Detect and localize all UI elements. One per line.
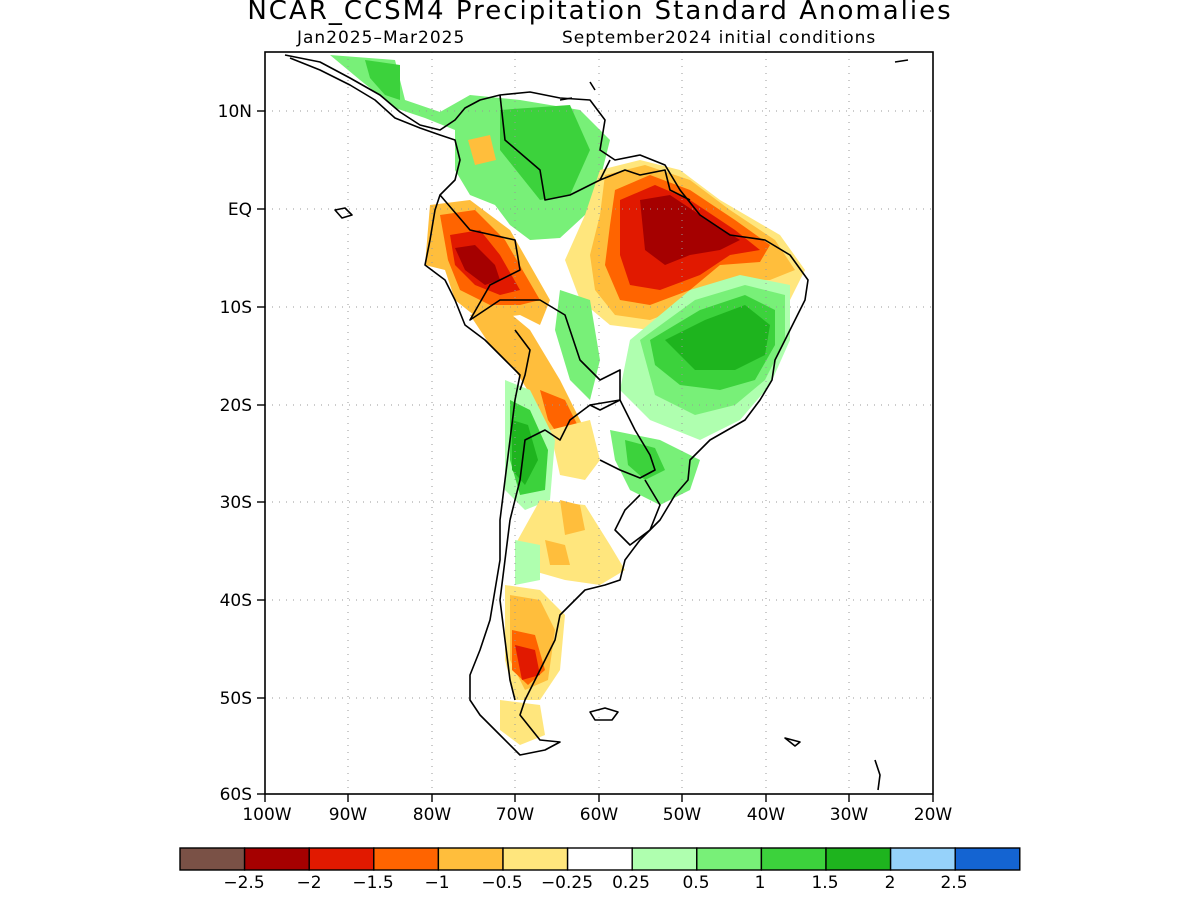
legend-label: 0.25 <box>612 873 650 893</box>
coastlines <box>284 54 909 791</box>
anomaly-panama-wet <box>365 60 400 100</box>
legend-swatch <box>696 847 763 871</box>
legend-swatch <box>437 847 504 871</box>
legend-swatches <box>179 847 1021 871</box>
legend-label: −2.5 <box>223 873 264 893</box>
legend-label: −0.25 <box>541 873 593 893</box>
legend-swatch <box>954 847 1021 871</box>
caribbean-islands <box>559 59 909 101</box>
legend-swatch <box>825 847 892 871</box>
south-georgia <box>784 737 801 747</box>
anomaly-peru-darkred <box>455 245 500 285</box>
lat-label: 50S <box>220 689 252 709</box>
anomaly-paraguay-yellow <box>550 420 600 480</box>
falklands <box>589 707 619 721</box>
legend-swatch <box>179 847 246 871</box>
lon-label: 100W <box>242 805 291 825</box>
lon-label: 60W <box>580 805 619 825</box>
graticule <box>265 52 933 794</box>
lat-label: 40S <box>220 591 252 611</box>
map-title: NCAR_CCSM4 Precipitation Standard Anomal… <box>247 0 953 26</box>
lon-label: 20W <box>914 805 953 825</box>
legend-label: 1 <box>755 873 766 893</box>
anomaly-tierra-del-fuego-light <box>500 700 545 745</box>
legend-label: −0.5 <box>481 873 522 893</box>
legend-swatch <box>760 847 827 871</box>
anomaly-brazil-darkred <box>640 195 740 265</box>
legend-label: 2 <box>885 873 896 893</box>
border-argentina-uruguay <box>614 479 661 546</box>
lat-label: EQ <box>228 200 252 220</box>
legend-label: −1 <box>424 873 449 893</box>
lon-label: 90W <box>329 805 368 825</box>
lat-label: 20S <box>220 396 252 416</box>
border-amazon <box>439 194 621 521</box>
lon-label: 50W <box>663 805 702 825</box>
lon-label: 40W <box>747 805 786 825</box>
border-paraguay <box>589 399 656 479</box>
legend-label: 0.5 <box>682 873 709 893</box>
legend-label: 2.5 <box>940 873 967 893</box>
sandwich-islands <box>874 759 881 791</box>
legend-swatch <box>502 847 569 871</box>
legend-label: 1.5 <box>811 873 838 893</box>
color-legend: −2.5 −2 −1.5 −1 −0.5 −0.25 0.25 0.5 1 1.… <box>179 847 1021 893</box>
lon-label: 30W <box>830 805 869 825</box>
initial-conditions-label: September2024 initial conditions <box>562 28 877 48</box>
legend-swatch <box>631 847 698 871</box>
anomaly-chile-strong <box>512 420 538 485</box>
lat-label: 30S <box>220 493 252 513</box>
border-peru-bolivia <box>514 329 531 391</box>
legend-labels: −2.5 −2 −1.5 −1 −0.5 −0.25 0.25 0.5 1 1.… <box>223 873 967 893</box>
lon-label: 80W <box>413 805 452 825</box>
anomaly-argentina-orange <box>545 500 585 565</box>
anomaly-argentina-yellow <box>515 500 625 585</box>
lon-label: 70W <box>496 805 535 825</box>
anomaly-argentina-green <box>515 540 540 585</box>
legend-swatch <box>308 847 375 871</box>
legend-swatch <box>566 847 633 871</box>
legend-swatch <box>889 847 956 871</box>
legend-swatch <box>373 847 440 871</box>
latitude-labels: 10N EQ 10S 20S 30S 40S 50S 60S <box>218 102 252 805</box>
galapagos <box>334 207 353 219</box>
season-label: Jan2025–Mar2025 <box>297 28 466 48</box>
lat-label: 10S <box>220 298 252 318</box>
border-chile-argentina <box>499 519 516 701</box>
lat-label: 10N <box>218 102 252 122</box>
anomaly-field <box>330 55 805 745</box>
legend-swatch <box>243 847 310 871</box>
lat-label: 60S <box>220 785 252 805</box>
axis-ticks <box>257 110 934 802</box>
legend-label: −2 <box>296 873 321 893</box>
south-america-coast <box>284 54 809 756</box>
anomaly-venezuela-wet <box>500 105 590 200</box>
anomaly-patagonia-red <box>515 645 540 680</box>
longitude-labels: 100W 90W 80W 70W 60W 50W 40W 30W 20W <box>242 805 952 825</box>
border-guianas <box>599 169 691 201</box>
anomaly-east-brazil-strong <box>665 305 770 370</box>
anomaly-colombia-dry-spot <box>468 135 496 165</box>
legend-label: −1.5 <box>352 873 393 893</box>
